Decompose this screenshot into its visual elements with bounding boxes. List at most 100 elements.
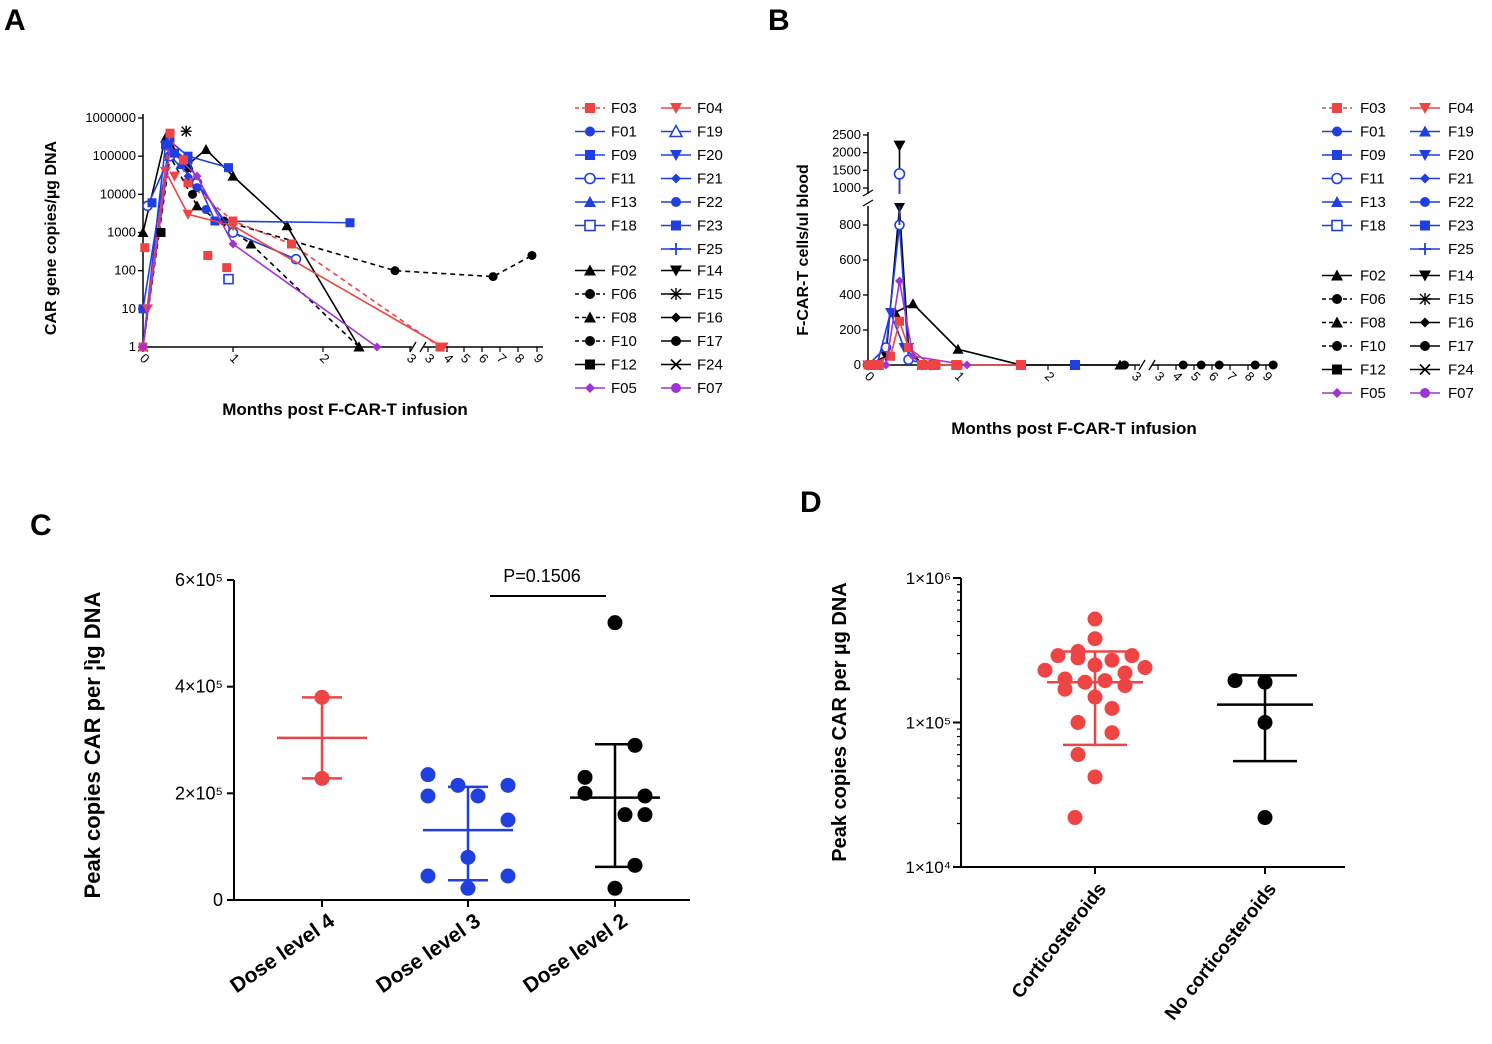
- legend-marker: [1420, 173, 1430, 184]
- data-point-1: [450, 777, 466, 793]
- baseline-point: [930, 360, 941, 370]
- legend-label: F09: [1360, 147, 1386, 164]
- late-point: [1268, 360, 1278, 370]
- point-F08: [245, 238, 257, 249]
- data-point-0: [1057, 681, 1073, 697]
- legend-label: F06: [1360, 291, 1386, 308]
- panel-c-letter: C: [30, 509, 52, 542]
- legend-label: F10: [1360, 338, 1386, 355]
- legend-label: F01: [1360, 124, 1386, 141]
- data-point-1: [420, 767, 436, 783]
- legend-marker: [1331, 172, 1343, 185]
- legend-marker: [670, 150, 682, 161]
- y-tick-label: 1×10⁴: [905, 858, 951, 877]
- data-point-0: [1070, 747, 1086, 763]
- series-line-F08: [142, 153, 360, 348]
- legend-marker: [1419, 270, 1431, 282]
- legend-marker: [585, 103, 595, 113]
- legend-label: F10: [611, 333, 637, 350]
- cluster-point: [183, 171, 193, 181]
- data-point-0: [1087, 611, 1103, 627]
- y-tick-label: 10: [122, 301, 136, 316]
- cluster-point: [188, 189, 197, 199]
- data-point-0: [1070, 650, 1086, 666]
- cluster-point: [223, 273, 234, 285]
- series-line-F02: [894, 302, 1120, 366]
- legend-marker: [670, 358, 682, 371]
- legend-marker: [1419, 103, 1431, 114]
- x-tick-label: 9: [1260, 369, 1276, 385]
- data-point-2: [577, 769, 593, 785]
- point-F09: [224, 163, 233, 173]
- legend-marker: [1419, 293, 1431, 305]
- data-point-0: [1050, 648, 1066, 664]
- data-point-0: [1087, 631, 1103, 647]
- y-tick-label: 1000: [832, 180, 861, 195]
- y-tick-label: 400: [839, 287, 861, 302]
- cluster-point: [147, 198, 157, 208]
- legend-marker: [585, 336, 595, 346]
- point-F03: [904, 343, 913, 352]
- data-point-0: [1104, 652, 1120, 668]
- legend-marker: [584, 264, 596, 276]
- x-tick-label: 6: [476, 351, 492, 367]
- legend-marker: [1419, 363, 1431, 376]
- x-tick-label: 4: [1170, 369, 1186, 385]
- legend-marker: [1419, 150, 1431, 161]
- series-line-F06: [142, 142, 533, 348]
- x-tick-label: Corticosteroids: [1008, 879, 1111, 1003]
- y-tick-label: 0: [854, 357, 861, 372]
- x-tick-label: 3: [1152, 369, 1168, 385]
- x-tick-label: 5: [458, 351, 474, 367]
- data-point-1: [1257, 810, 1273, 826]
- x-tick-label: 2: [317, 351, 333, 367]
- data-point-0: [1117, 678, 1133, 694]
- legend-marker: [1331, 219, 1343, 232]
- data-point-0: [1087, 769, 1103, 785]
- legend-label: F24: [1448, 362, 1474, 379]
- y-tick-label: 2000: [832, 145, 861, 160]
- x-tick-label: 3: [1129, 369, 1145, 385]
- point-F05: [192, 171, 202, 181]
- legend-label: F13: [611, 194, 637, 211]
- cluster-point: [140, 243, 150, 253]
- y-tick-label: 6×10⁵: [175, 570, 223, 590]
- legend-marker: [670, 265, 682, 277]
- legend-marker: [1331, 196, 1343, 207]
- point-F08: [191, 200, 203, 211]
- series-line-F11: [146, 154, 297, 260]
- legend-label: F16: [1448, 315, 1474, 332]
- point-F04: [437, 342, 449, 353]
- legend-label: F17: [697, 333, 723, 350]
- point-F04: [227, 221, 239, 232]
- data-point-2: [607, 615, 623, 631]
- legend-label: F15: [697, 286, 723, 303]
- legend-label: F22: [1448, 194, 1474, 211]
- legend-marker: [671, 312, 681, 323]
- legend-marker: [1331, 269, 1343, 281]
- x-tick-label: 7: [1224, 369, 1240, 385]
- legend-marker: [1332, 388, 1342, 398]
- cluster-point: [170, 148, 179, 158]
- legend-label: F11: [611, 171, 636, 188]
- axis-break: [1138, 359, 1146, 371]
- data-point-2: [637, 807, 653, 823]
- y-tick-label: 100000: [93, 148, 136, 163]
- x-tick-label: 1: [227, 351, 243, 367]
- point-F03: [165, 128, 175, 138]
- data-point-1: [500, 868, 516, 884]
- legend-marker: [585, 126, 595, 137]
- legend-label: F25: [697, 241, 723, 258]
- legend-marker: [1420, 317, 1430, 328]
- legend-label: F04: [1448, 100, 1474, 117]
- cluster-point: [180, 125, 192, 137]
- cluster-point: [163, 140, 173, 150]
- data-point-0: [1117, 665, 1133, 681]
- point-F06: [527, 250, 537, 260]
- legend-label: F09: [611, 147, 637, 164]
- point-F02: [137, 227, 149, 237]
- x-tick-label: 8: [1242, 369, 1258, 385]
- legend-marker: [584, 196, 596, 207]
- legend-label: F01: [611, 124, 637, 141]
